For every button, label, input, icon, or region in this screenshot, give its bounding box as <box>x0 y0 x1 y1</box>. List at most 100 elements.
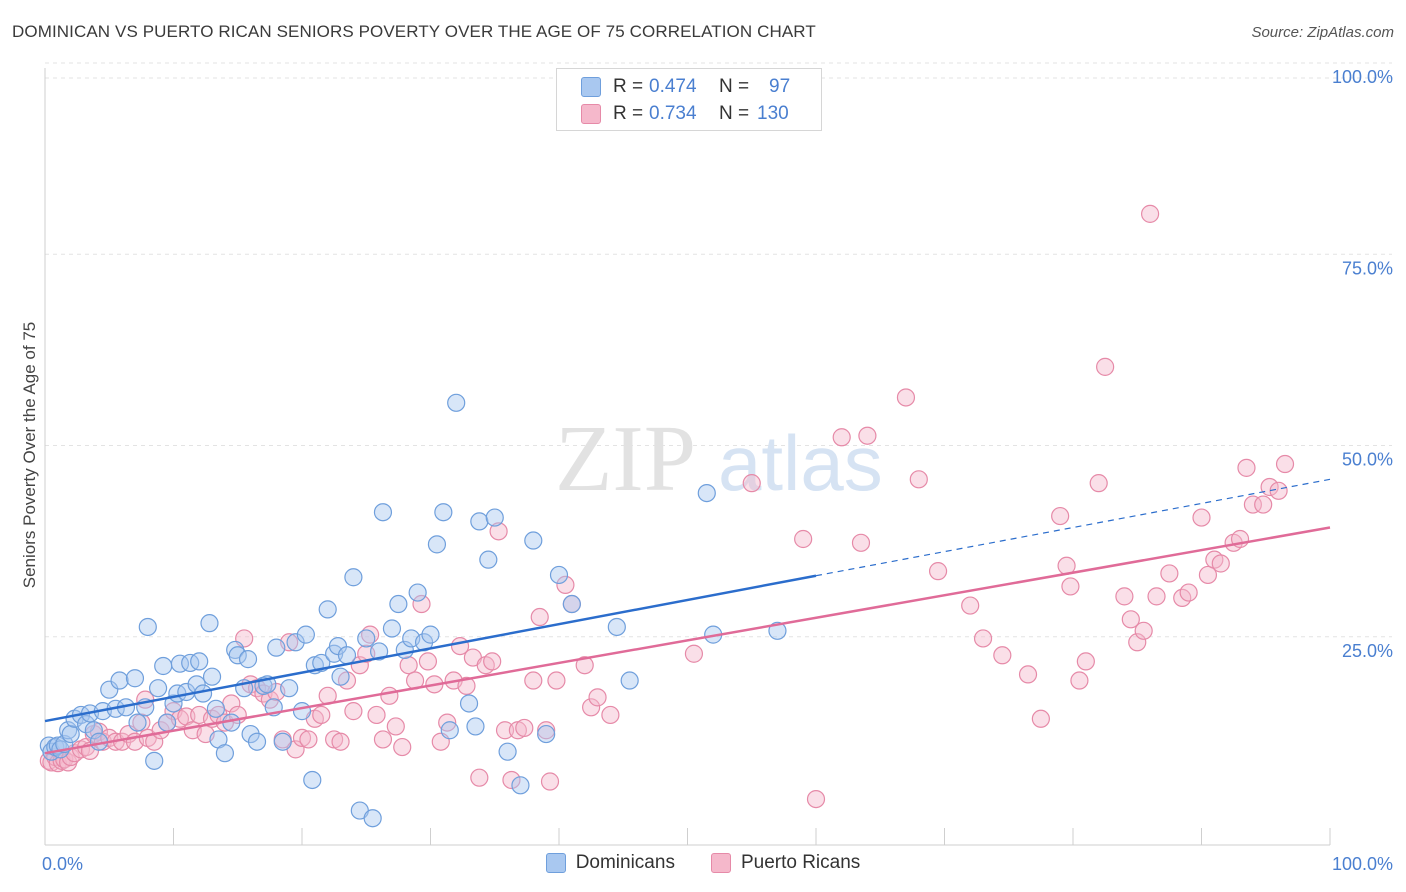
data-point-dominicans <box>459 694 479 713</box>
legend-item-puerto-ricans[interactable]: Puerto Ricans <box>710 852 860 874</box>
data-point-puerto-ricans <box>928 562 948 581</box>
data-point-dominicans <box>61 724 80 744</box>
data-point-puerto-ricans <box>556 575 575 595</box>
y-tick-label: 25.0% <box>1342 641 1393 661</box>
data-point-dominicans <box>363 809 382 828</box>
data-point-dominicans <box>389 594 408 614</box>
swatch-puerto-ricans <box>581 104 601 124</box>
data-point-puerto-ricans <box>832 428 851 447</box>
data-point-dominicans <box>427 535 447 554</box>
data-point-puerto-ricans <box>1160 564 1179 583</box>
data-point-puerto-ricans <box>1254 495 1273 514</box>
axes <box>44 68 1331 846</box>
data-point-puerto-ricans <box>806 789 826 809</box>
tick-labels: 25.0% 50.0% 75.0% 100.0% 0.0% 100.0% <box>42 67 1393 874</box>
data-point-dominicans <box>280 679 299 698</box>
data-point-puerto-ricans <box>502 770 521 790</box>
data-point-puerto-ricans <box>299 730 318 749</box>
data-point-puerto-ricans <box>1140 204 1160 223</box>
data-point-dominicans <box>110 671 129 690</box>
data-point-puerto-ricans <box>367 705 386 725</box>
trend-line-dominicans <box>44 574 817 723</box>
n-value: 97 <box>769 76 791 97</box>
data-point-dominicans <box>318 600 337 619</box>
watermark-atlas: atlas <box>718 419 883 507</box>
data-point-puerto-ricans <box>1134 621 1153 640</box>
data-point-puerto-ricans <box>515 718 534 738</box>
data-point-dominicans <box>148 679 168 698</box>
data-point-dominicans <box>128 713 147 732</box>
r-label: R = <box>613 103 644 124</box>
data-point-dominicans <box>485 508 504 527</box>
data-point-puerto-ricans <box>858 426 877 445</box>
data-point-puerto-ricans <box>575 656 594 675</box>
data-point-puerto-ricans <box>483 652 502 671</box>
data-point-puerto-ricans <box>742 474 761 493</box>
data-point-dominicans <box>286 633 305 652</box>
data-point-puerto-ricans <box>973 629 993 648</box>
data-point-dominicans <box>190 652 209 671</box>
data-point-puerto-ricans <box>684 644 704 663</box>
gridlines <box>45 62 1392 638</box>
legend-label: Dominicans <box>575 852 675 873</box>
data-point-puerto-ricans <box>1260 477 1279 497</box>
x-tick-label: 100.0% <box>1332 854 1393 874</box>
data-point-puerto-ricans <box>292 728 312 748</box>
data-point-dominicans <box>537 724 556 744</box>
data-point-dominicans <box>273 732 292 751</box>
data-point-dominicans <box>202 667 222 686</box>
data-point-puerto-ricans <box>373 730 393 749</box>
data-point-puerto-ricans <box>1031 709 1050 728</box>
data-point-dominicans <box>357 629 376 648</box>
watermark: ZIP atlas <box>555 407 883 511</box>
data-point-puerto-ricans <box>530 607 549 627</box>
data-point-puerto-ricans <box>1179 583 1198 602</box>
data-point-dominicans <box>228 646 247 665</box>
data-point-dominicans <box>344 568 363 587</box>
data-point-dominicans <box>447 393 466 412</box>
data-point-dominicans <box>620 671 639 690</box>
data-point-puerto-ricans <box>601 705 620 725</box>
data-point-puerto-ricans <box>1096 357 1115 376</box>
data-point-puerto-ricans <box>537 721 556 740</box>
data-point-puerto-ricans <box>489 522 508 541</box>
data-point-dominicans <box>181 653 200 673</box>
data-point-dominicans <box>440 721 459 740</box>
n-label: N = <box>719 103 750 124</box>
data-point-puerto-ricans <box>1243 495 1263 514</box>
legend-item-dominicans[interactable]: Dominicans <box>545 852 675 874</box>
data-point-dominicans <box>466 717 485 736</box>
y-tick-label: 75.0% <box>1342 258 1393 278</box>
data-point-puerto-ricans <box>1269 481 1288 500</box>
data-point-dominicans <box>421 625 440 644</box>
data-point-puerto-ricans <box>588 688 607 707</box>
data-point-puerto-ricans <box>399 656 418 675</box>
data-point-dominicans <box>470 512 489 531</box>
data-point-dominicans <box>408 583 427 602</box>
data-point-dominicans <box>549 565 569 585</box>
stats-row-puerto-ricans: R = 0.734 N = 130 <box>581 102 789 126</box>
data-point-puerto-ricans <box>457 676 476 695</box>
r-label: R = <box>613 76 644 97</box>
n-value: 130 <box>757 103 789 124</box>
data-point-puerto-ricans <box>1018 665 1038 684</box>
data-point-puerto-ricans <box>1089 474 1108 493</box>
y-tick-label: 100.0% <box>1332 67 1393 87</box>
data-point-dominicans <box>382 619 402 638</box>
data-point-dominicans <box>697 484 716 503</box>
data-point-puerto-ricans <box>540 772 560 791</box>
data-point-puerto-ricans <box>524 671 543 690</box>
data-point-puerto-ricans <box>1061 577 1080 596</box>
data-point-dominicans <box>267 638 286 657</box>
data-point-puerto-ricans <box>1070 671 1089 690</box>
data-point-dominicans <box>331 667 350 686</box>
data-point-puerto-ricans <box>1275 454 1295 474</box>
n-label: N = <box>719 76 750 97</box>
data-point-puerto-ricans <box>1051 506 1070 526</box>
data-point-dominicans <box>200 614 219 633</box>
data-point-puerto-ricans <box>1192 508 1211 527</box>
data-point-dominicans <box>303 770 322 790</box>
data-point-puerto-ricans <box>412 594 431 614</box>
data-point-puerto-ricans <box>909 470 928 489</box>
